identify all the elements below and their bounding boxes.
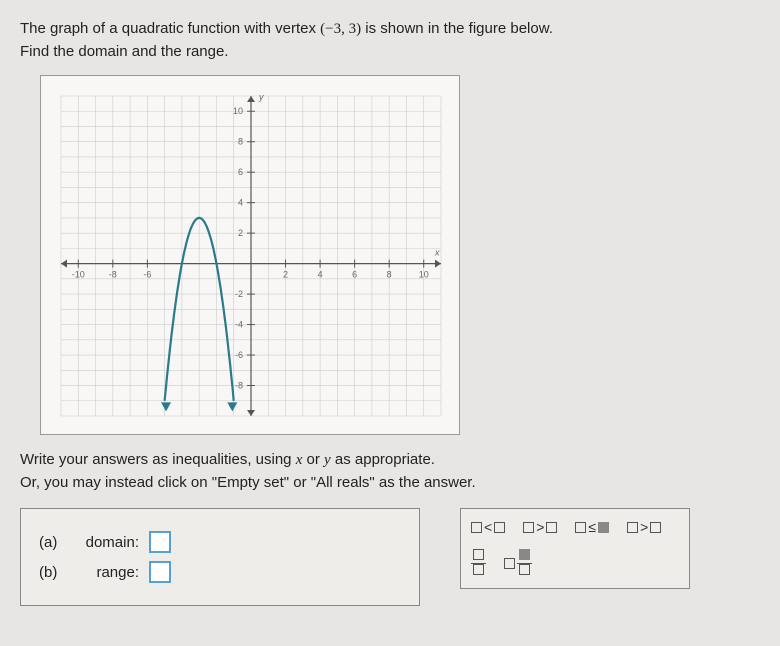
fraction-button[interactable] xyxy=(471,549,486,578)
less-than-button[interactable]: < xyxy=(471,519,505,535)
svg-text:-4: -4 xyxy=(235,320,243,330)
box-icon xyxy=(504,558,515,569)
svg-text:y: y xyxy=(258,92,264,102)
question-text: The graph of a quadratic function with v… xyxy=(20,18,760,63)
box-icon xyxy=(598,522,609,533)
box-icon xyxy=(473,549,484,560)
greater-than-button[interactable]: > xyxy=(523,519,557,535)
fraction-icon xyxy=(517,549,532,578)
part-b-label: (b) xyxy=(39,564,67,581)
svg-text:8: 8 xyxy=(238,137,243,147)
answer-box: (a) domain: (b) range: xyxy=(20,508,420,606)
instruction-text: Write your answers as inequalities, usin… xyxy=(20,449,760,494)
box-icon xyxy=(519,549,530,560)
svg-text:10: 10 xyxy=(419,270,429,280)
le-symbol: ≤ xyxy=(588,519,596,535)
answer-row: (a) domain: (b) range: < > ≤ > xyxy=(20,508,760,606)
question-line2: Find the domain and the range. xyxy=(20,43,228,60)
range-label: range: xyxy=(77,564,139,581)
box-icon xyxy=(519,564,530,575)
question-line1-prefix: The graph of a quadratic function with v… xyxy=(20,20,320,37)
svg-text:x: x xyxy=(434,248,440,258)
svg-text:4: 4 xyxy=(238,198,243,208)
domain-label: domain: xyxy=(77,534,139,551)
var-y: y xyxy=(324,452,331,468)
instr-prefix: Write your answers as inequalities, usin… xyxy=(20,451,296,468)
svg-text:6: 6 xyxy=(238,167,243,177)
instr-line2: Or, you may instead click on "Empty set"… xyxy=(20,474,476,491)
part-a-label: (a) xyxy=(39,534,67,551)
instr-mid: or xyxy=(302,451,324,468)
svg-text:-6: -6 xyxy=(235,350,243,360)
svg-text:6: 6 xyxy=(352,270,357,280)
svg-text:-8: -8 xyxy=(235,381,243,391)
box-icon xyxy=(494,522,505,533)
box-icon xyxy=(473,564,484,575)
svg-text:4: 4 xyxy=(318,270,323,280)
svg-text:2: 2 xyxy=(238,228,243,238)
graph-svg: -10 -8 -6 2 4 6 8 10 -8 -6 -4 -2 2 4 6 8 10 x y xyxy=(41,76,461,436)
ge-symbol: > xyxy=(640,519,648,535)
box-icon xyxy=(650,522,661,533)
box-icon xyxy=(627,522,638,533)
box-icon xyxy=(523,522,534,533)
question-line1-suffix: is shown in the figure below. xyxy=(361,20,553,37)
greater-equal-button[interactable]: > xyxy=(627,519,661,535)
vertex-value: (−3, 3) xyxy=(320,21,361,37)
part-b: (b) range: xyxy=(39,561,401,583)
mixed-fraction-button[interactable] xyxy=(504,549,532,578)
symbol-panel: < > ≤ > xyxy=(460,508,690,589)
box-icon xyxy=(546,522,557,533)
lt-symbol: < xyxy=(484,519,492,535)
svg-text:-8: -8 xyxy=(109,270,117,280)
svg-text:-2: -2 xyxy=(235,289,243,299)
part-a: (a) domain: xyxy=(39,531,401,553)
instr-suffix: as appropriate. xyxy=(331,451,435,468)
svg-text:10: 10 xyxy=(233,106,243,116)
fraction-icon xyxy=(471,549,486,578)
range-input[interactable] xyxy=(149,561,171,583)
box-icon xyxy=(471,522,482,533)
svg-text:-10: -10 xyxy=(72,270,85,280)
svg-text:-6: -6 xyxy=(143,270,151,280)
svg-text:2: 2 xyxy=(283,270,288,280)
graph: -10 -8 -6 2 4 6 8 10 -8 -6 -4 -2 2 4 6 8 10 x y xyxy=(40,75,460,435)
box-icon xyxy=(575,522,586,533)
svg-text:8: 8 xyxy=(387,270,392,280)
domain-input[interactable] xyxy=(149,531,171,553)
gt-symbol: > xyxy=(536,519,544,535)
less-equal-button[interactable]: ≤ xyxy=(575,519,609,535)
